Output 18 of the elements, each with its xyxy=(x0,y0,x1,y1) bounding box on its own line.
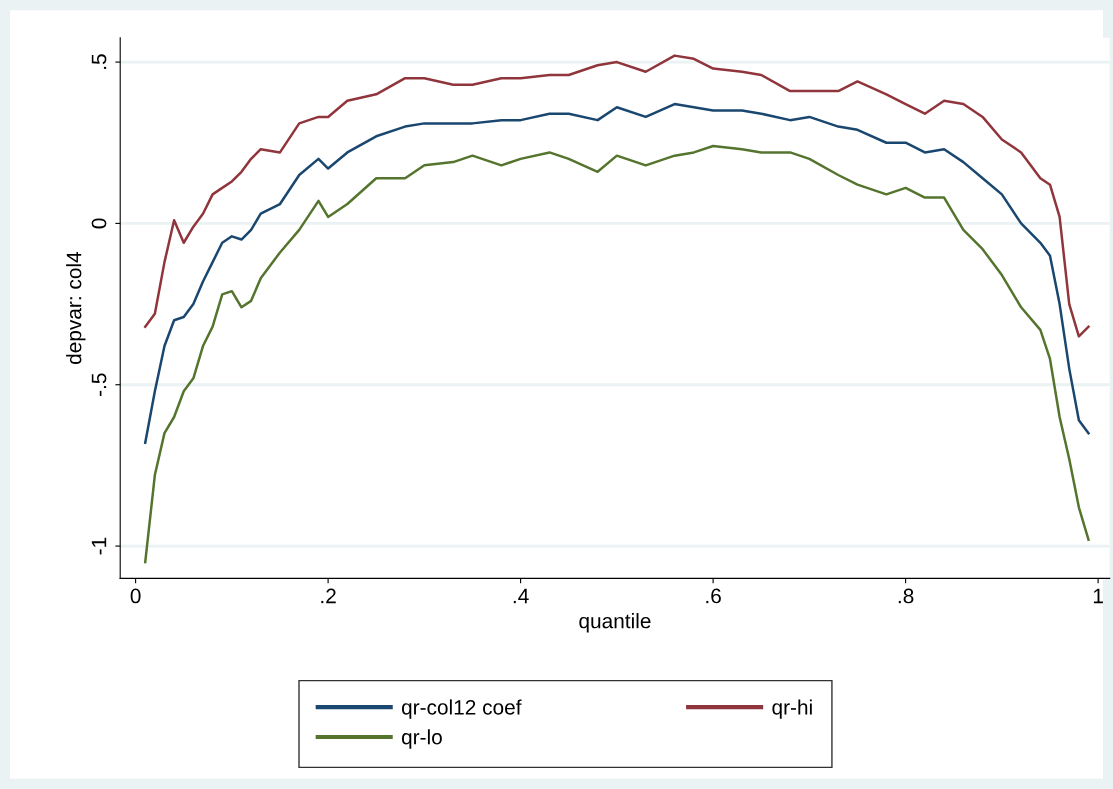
y-axis-title: depvar: col4 xyxy=(66,251,86,364)
line-series xyxy=(143,102,1090,445)
line-series xyxy=(143,54,1090,338)
legend-label: qr-lo xyxy=(401,729,442,749)
x-tick-label: 0 xyxy=(130,588,141,604)
line-series xyxy=(143,144,1090,564)
x-tick-label: .8 xyxy=(898,588,914,604)
y-tick-label: -1 xyxy=(91,537,107,555)
y-tick-label: 0 xyxy=(91,218,107,229)
x-tick-label: .4 xyxy=(513,588,529,604)
y-tick-label: -.5 xyxy=(91,373,107,396)
x-axis-title: quantile xyxy=(579,613,651,633)
y-tick-label: .5 xyxy=(91,54,107,69)
x-tick-label: .6 xyxy=(706,588,721,604)
legend-label: qr-hi xyxy=(772,699,812,719)
x-tick-label: 1 xyxy=(1093,588,1103,604)
legend-label: qr-col12 coef xyxy=(401,699,522,719)
x-tick-label: .2 xyxy=(321,588,336,604)
